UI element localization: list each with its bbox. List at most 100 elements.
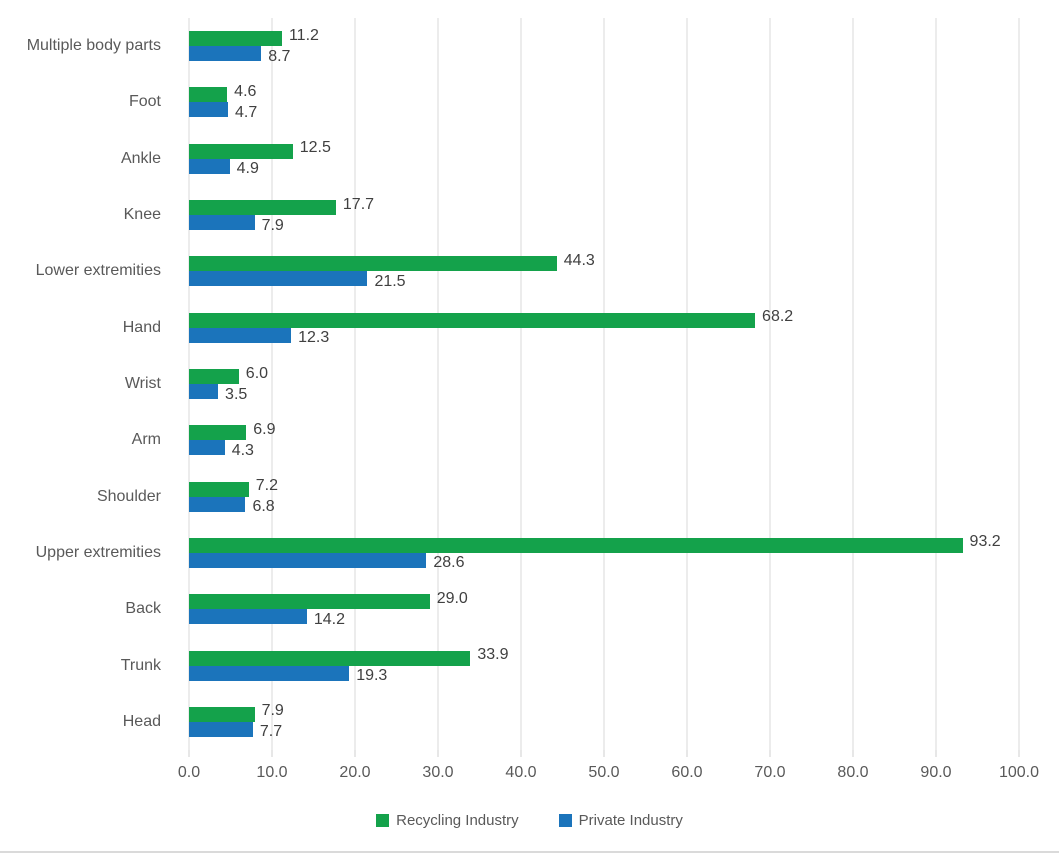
- bar-private-industry: [189, 440, 225, 456]
- bar-private-industry: [189, 609, 307, 625]
- axis-tick-marks: [188, 750, 1020, 757]
- gridline: [271, 18, 273, 750]
- bar-line: 29.0: [189, 590, 1019, 610]
- bar-line: 33.9: [189, 647, 1019, 666]
- category-label: Lower extremities: [35, 262, 161, 280]
- bar-row: 7.2 6.8: [189, 469, 1019, 525]
- bar-private-industry: [189, 327, 292, 343]
- bar-row: 11.2 8.7: [189, 18, 1019, 74]
- bar-line: 6.9: [189, 420, 1019, 441]
- data-label: 4.3: [231, 441, 254, 459]
- bar-recycling-industry: [189, 256, 557, 272]
- bar-row: 68.2 12.3: [189, 300, 1019, 356]
- bar-row: 4.6 4.7: [189, 74, 1019, 130]
- bar-recycling-industry: [189, 200, 336, 216]
- gridline: [437, 18, 439, 750]
- x-tick-label: 10.0: [256, 764, 288, 781]
- bar-line: 7.7: [189, 721, 1019, 741]
- data-label: 14.2: [313, 610, 345, 628]
- bar-row: 44.3 21.5: [189, 243, 1019, 299]
- x-tick-label: 50.0: [588, 764, 620, 781]
- data-label: 4.9: [236, 160, 259, 178]
- bar-line: 7.9: [189, 703, 1019, 722]
- bar-row: 12.5 4.9: [189, 131, 1019, 187]
- bar-private-industry: [189, 496, 246, 512]
- bar-line: 8.7: [189, 46, 1019, 64]
- bar-line: 12.3: [189, 327, 1019, 347]
- data-label: 7.7: [259, 723, 283, 741]
- data-label: 6.0: [245, 364, 269, 382]
- bar-recycling-industry: [189, 369, 239, 385]
- data-label: 12.3: [298, 329, 330, 347]
- bar-rows: 11.2 8.7 4.6 4.7 12.5 4.9 17.7 7.9 44.3 21.5 68.2 1…: [189, 18, 1019, 750]
- bar-private-industry: [189, 46, 262, 62]
- x-tick-label: 60.0: [671, 764, 703, 781]
- bar-recycling-industry: [189, 143, 293, 159]
- bar-private-industry: [189, 215, 255, 231]
- axis-tick-mark: [354, 750, 356, 757]
- gridline: [686, 18, 688, 750]
- axis-tick-mark: [271, 750, 273, 757]
- x-tick-label: 80.0: [837, 764, 869, 781]
- legend-swatch: [558, 814, 572, 827]
- data-label: 11.2: [288, 26, 319, 44]
- bar-row: 93.2 28.6: [189, 525, 1019, 581]
- bar-recycling-industry: [189, 312, 756, 328]
- gridline: [769, 18, 771, 750]
- data-label: 4.6: [234, 82, 257, 100]
- x-tick-label: 0.0: [177, 764, 201, 781]
- data-label: 7.2: [255, 477, 278, 495]
- axis-tick-mark: [686, 750, 688, 757]
- bar-line: 7.9: [189, 215, 1019, 233]
- data-label: 7.9: [261, 216, 284, 234]
- data-label: 19.3: [356, 667, 388, 685]
- category-label: Upper extremities: [35, 543, 161, 561]
- bar-private-industry: [189, 271, 368, 287]
- category-label: Shoulder: [96, 487, 161, 505]
- legend-label: Recycling Industry: [396, 812, 519, 829]
- category-label: Hand: [122, 318, 161, 336]
- bar-private-industry: [189, 158, 230, 174]
- data-label: 44.3: [563, 251, 595, 269]
- data-label: 6.9: [253, 420, 276, 438]
- x-tick-label: 30.0: [422, 764, 454, 781]
- data-label: 4.7: [235, 103, 258, 121]
- category-label: Foot: [128, 93, 161, 111]
- category-label: Head: [122, 712, 161, 730]
- bar-row: 17.7 7.9: [189, 187, 1019, 243]
- data-label: 33.9: [477, 646, 509, 664]
- bar-private-industry: [189, 721, 253, 737]
- axis-tick-mark: [935, 750, 937, 757]
- category-label: Back: [125, 600, 161, 618]
- x-tick-label: 100.0: [998, 764, 1040, 781]
- bar-row: 7.9 7.7: [189, 694, 1019, 750]
- bar-line: 21.5: [189, 271, 1019, 289]
- bar-line: 93.2: [189, 534, 1019, 553]
- category-label: Knee: [123, 206, 161, 224]
- bar-line: 14.2: [189, 609, 1019, 627]
- data-label: 6.8: [252, 498, 275, 516]
- bar-line: 28.6: [189, 552, 1019, 572]
- category-label: Wrist: [124, 375, 161, 393]
- bar-line: 19.3: [189, 665, 1019, 685]
- bar-line: 6.8: [189, 496, 1019, 516]
- bar-private-industry: [189, 384, 219, 400]
- bar-line: 44.3: [189, 251, 1019, 272]
- category-label: Ankle: [120, 149, 161, 167]
- data-label: 28.6: [433, 554, 465, 572]
- bar-row: 29.0 14.2: [189, 581, 1019, 637]
- bar-line: 7.2: [189, 478, 1019, 497]
- bar-recycling-industry: [189, 650, 471, 666]
- x-tick-label: 70.0: [754, 764, 786, 781]
- data-label: 17.7: [342, 195, 375, 213]
- axis-tick-mark: [188, 750, 190, 757]
- bar-recycling-industry: [189, 537, 963, 553]
- legend-item: Private Industry: [558, 812, 683, 829]
- x-axis-labels: 0.0 10.0 20.0 30.0 40.0 50.0 60.0 70.0 80.0 90.0 1…: [178, 762, 1039, 784]
- bar-recycling-industry: [189, 706, 255, 722]
- axis-tick-mark: [852, 750, 854, 757]
- category-axis: Multiple body parts Foot Ankle Knee Lower ex…: [0, 18, 175, 750]
- data-label: 8.7: [268, 47, 291, 65]
- plot-area: 11.2 8.7 4.6 4.7 12.5 4.9 17.7 7.9 44.3 21.5 68.2 1…: [188, 18, 1020, 750]
- bar-line: 6.0: [189, 364, 1019, 385]
